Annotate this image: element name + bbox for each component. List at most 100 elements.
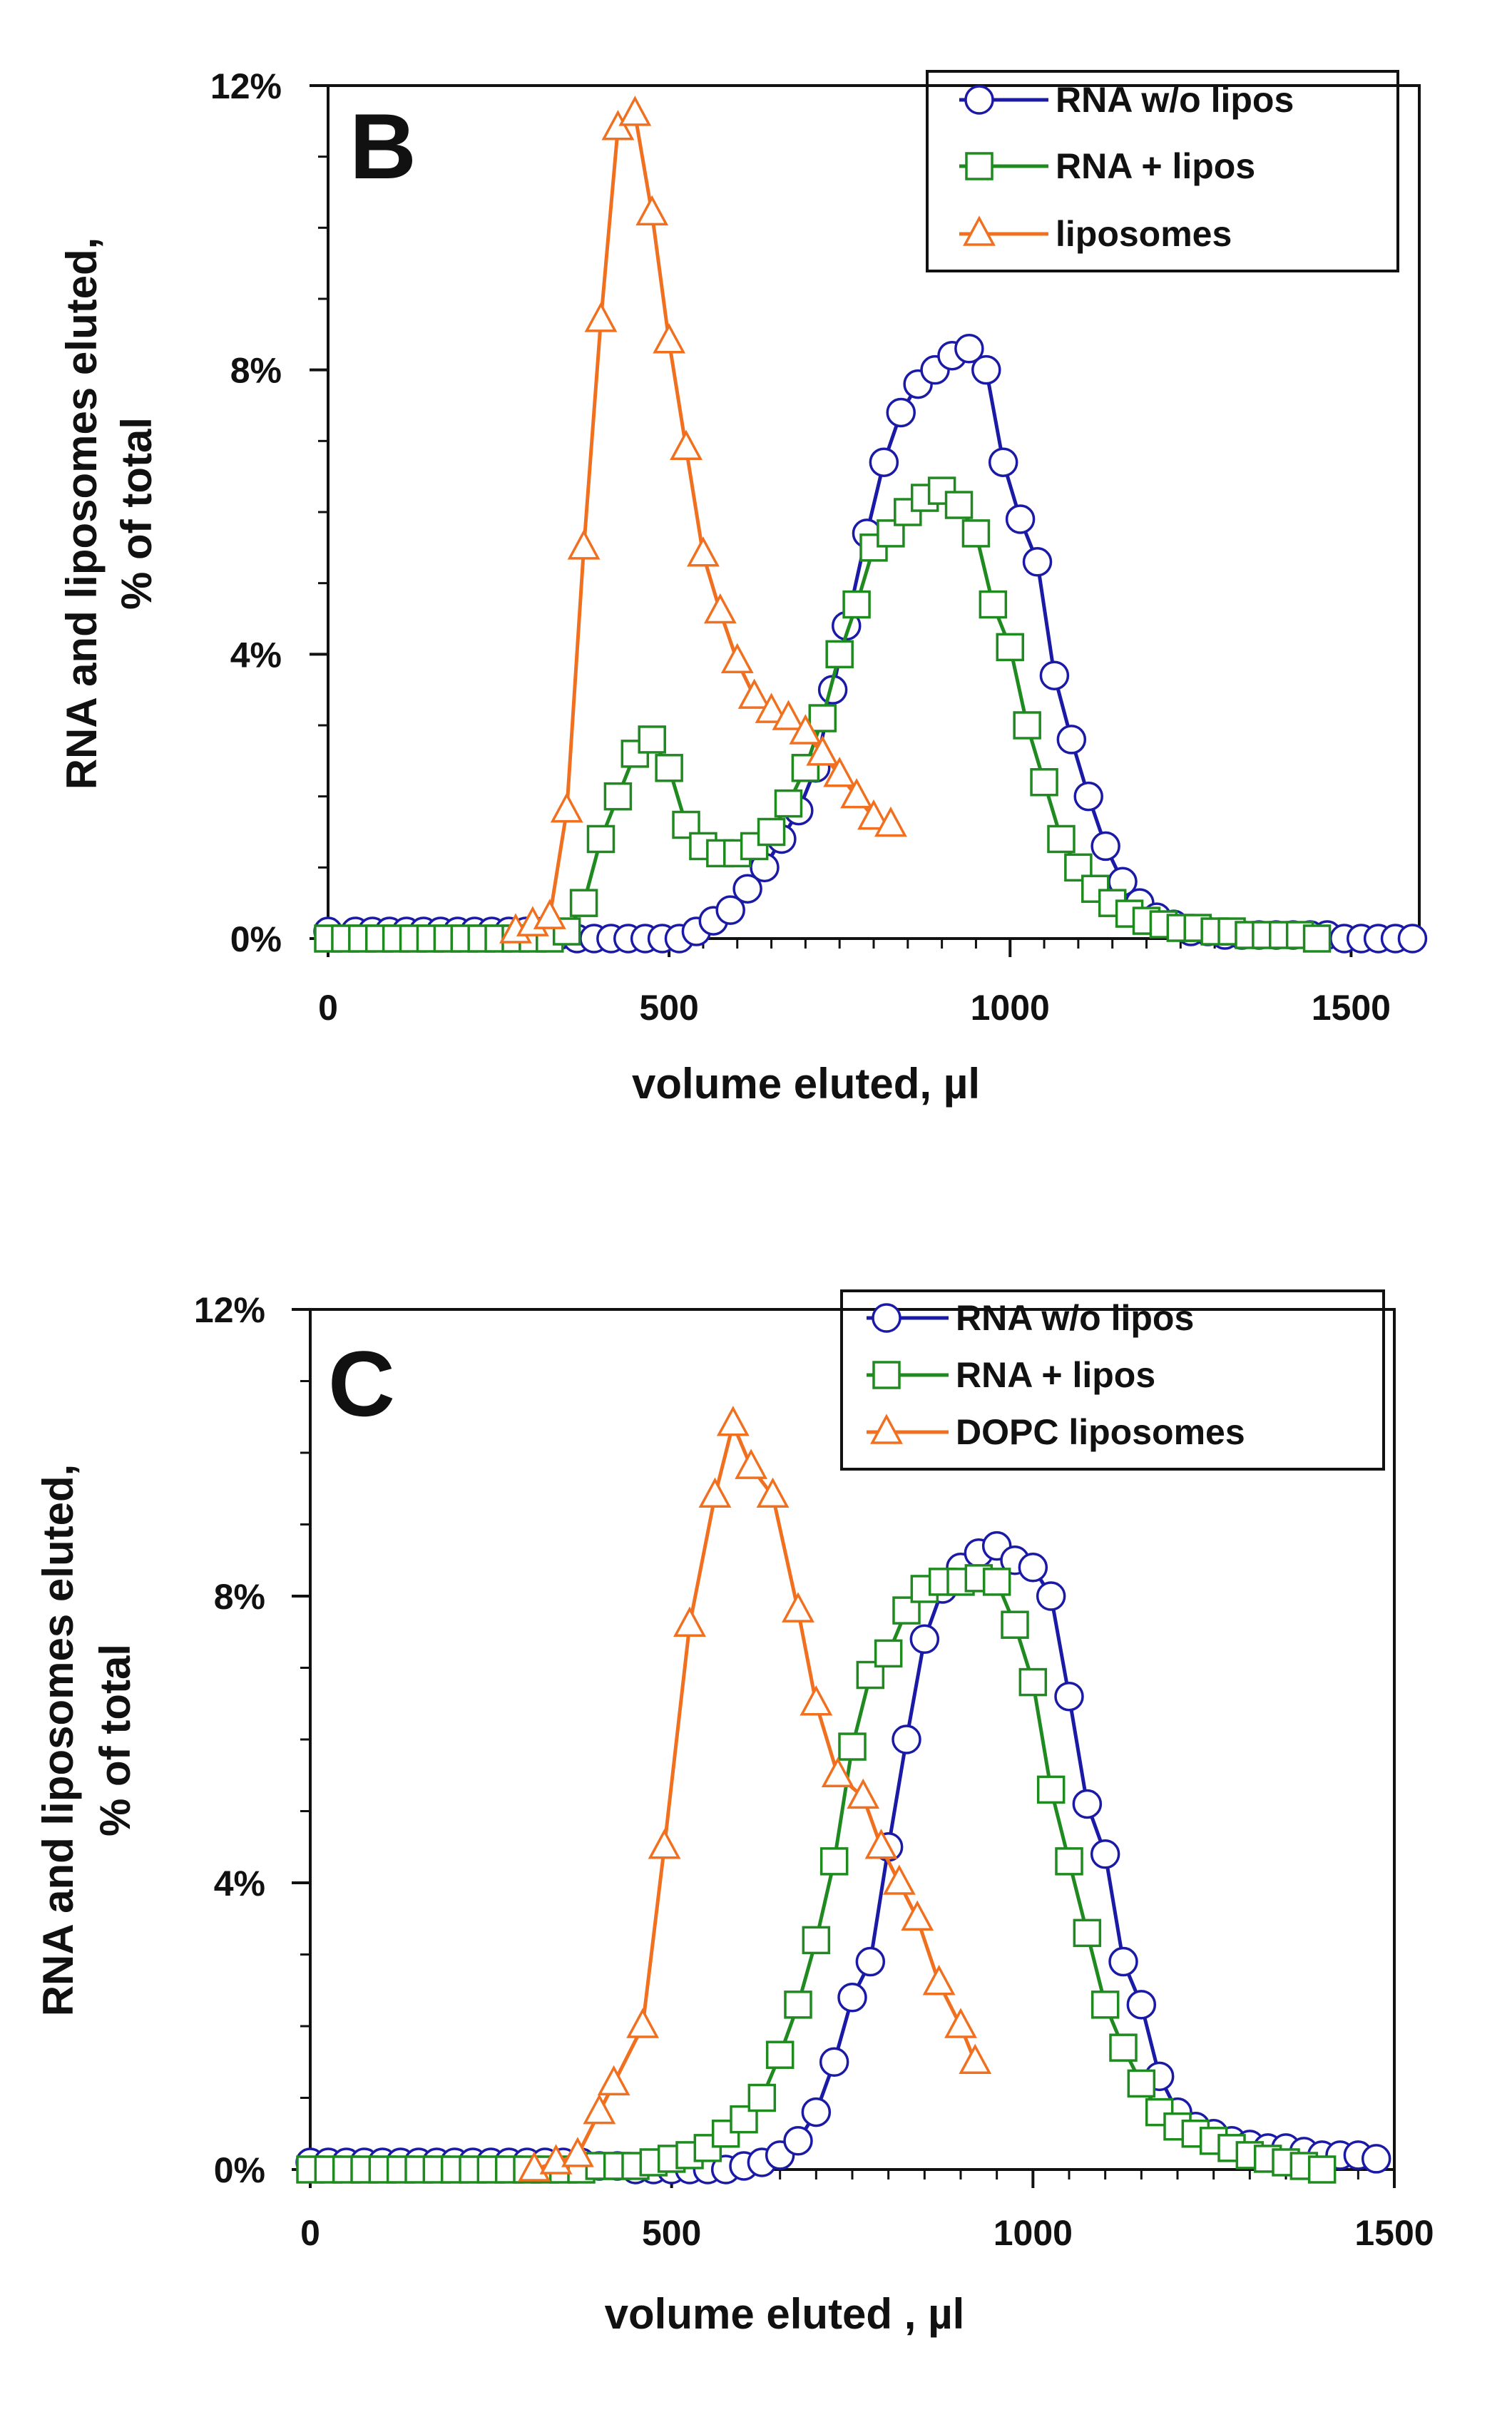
- panel-label: C: [328, 1332, 395, 1436]
- square-marker: [1109, 2033, 1138, 2062]
- series-rna-lipos: [296, 1564, 1337, 2184]
- circle-marker: [954, 334, 984, 364]
- square-marker: [1018, 1667, 1048, 1697]
- y-axis-label-line2: % of total: [91, 1644, 139, 1836]
- triangle-marker: [567, 529, 601, 560]
- legend-label: RNA w/o lipos: [1056, 80, 1294, 120]
- chart-panel-c: 0% 4% 8% 12% 0 500 1000 1500 volume elut…: [34, 1289, 1434, 2338]
- triangle-marker: [584, 302, 618, 332]
- legend: RNA w/o lipos RNA + lipos DOPC liposomes: [840, 1289, 1385, 1471]
- triangle-marker: [756, 1477, 790, 1508]
- circle-marker: [1036, 1581, 1066, 1611]
- series-layer: [295, 1406, 1391, 2184]
- legend-samples: [867, 1303, 949, 1444]
- triangle-marker: [882, 1864, 916, 1895]
- triangle-marker: [735, 1448, 768, 1479]
- square-marker: [1013, 711, 1041, 740]
- triangle-marker: [870, 1414, 903, 1444]
- y-tick-label: 0%: [214, 2150, 265, 2190]
- circle-marker: [988, 447, 1018, 477]
- circle-marker: [886, 397, 916, 428]
- triangle-marker: [806, 735, 839, 766]
- square-marker: [784, 1991, 812, 2019]
- square-marker: [586, 824, 615, 854]
- circle-marker: [1090, 831, 1120, 862]
- square-marker: [965, 152, 993, 180]
- y-tick-labels: 0% 4% 8% 12%: [194, 1290, 265, 2190]
- series-liposomes: [499, 96, 907, 944]
- series-rna-w-o-lipos: [313, 334, 1428, 954]
- x-tick-label: 1000: [971, 988, 1050, 1028]
- square-marker: [982, 1568, 1011, 1596]
- triangle-marker: [561, 2137, 594, 2167]
- square-marker: [979, 590, 1008, 619]
- square-marker: [1055, 1847, 1083, 1876]
- square-marker: [655, 754, 683, 782]
- x-tick-label: 0: [300, 2213, 320, 2253]
- circle-marker: [869, 447, 899, 477]
- chart-panel-b: 0% 4% 8% 12% 0 500 1000 1500 volume elut…: [58, 66, 1428, 1108]
- square-marker: [757, 817, 786, 847]
- square-marker: [808, 704, 837, 732]
- square-marker: [569, 889, 598, 917]
- circle-marker: [1054, 1681, 1084, 1712]
- y-tick-label: 0%: [230, 919, 282, 959]
- square-marker: [1047, 824, 1076, 854]
- triangle-marker: [823, 757, 857, 787]
- circle-marker: [1361, 2144, 1391, 2174]
- circle-marker: [1126, 1990, 1157, 2020]
- square-marker: [842, 590, 871, 619]
- legend: RNA w/o lipos RNA + lipos liposomes: [926, 70, 1399, 272]
- square-marker: [838, 1732, 867, 1761]
- x-tick-labels: 0 500 1000 1500: [300, 2213, 1434, 2253]
- circle-marker: [1018, 1553, 1048, 1583]
- legend-label: RNA + lipos: [1056, 146, 1255, 186]
- square-marker: [872, 1361, 901, 1389]
- legend-box: [926, 70, 1399, 272]
- circle-marker: [801, 2097, 832, 2127]
- circle-marker: [1039, 660, 1070, 690]
- square-marker: [1302, 924, 1332, 953]
- x-tick-labels: 0 500 1000 1500: [318, 988, 1391, 1028]
- series-line: [328, 347, 1413, 941]
- legend-samples: [959, 85, 1048, 246]
- square-marker: [961, 519, 991, 548]
- x-tick-label: 1500: [1312, 988, 1391, 1028]
- triangle-marker: [800, 1685, 833, 1716]
- circle-marker: [783, 2126, 813, 2156]
- triangle-marker: [857, 799, 890, 830]
- y-tick-label: 4%: [214, 1864, 265, 1903]
- triangle-marker: [687, 536, 720, 567]
- triangle-marker: [618, 96, 652, 126]
- panel-label: B: [349, 94, 417, 198]
- square-marker: [1030, 767, 1058, 797]
- y-axis-label-line2: % of total: [113, 417, 160, 610]
- triangle-marker: [944, 2008, 977, 2038]
- square-marker: [1001, 1610, 1029, 1639]
- triangle-marker: [703, 593, 737, 624]
- square-marker: [874, 1639, 903, 1668]
- y-tick-label: 4%: [230, 635, 282, 675]
- square-marker: [1073, 1918, 1102, 1948]
- legend-label: RNA + lipos: [956, 1355, 1155, 1395]
- triangle-marker: [550, 792, 583, 823]
- square-marker: [802, 1926, 831, 1955]
- square-marker: [996, 633, 1024, 662]
- y-tick-label: 8%: [214, 1577, 265, 1617]
- triangle-marker: [789, 714, 822, 745]
- triangle-marker: [772, 700, 805, 730]
- square-marker: [603, 782, 633, 811]
- x-tick-label: 0: [318, 988, 338, 1028]
- x-tick-label: 500: [639, 988, 698, 1028]
- x-tick-label: 1500: [1354, 2213, 1434, 2253]
- triangle-marker: [583, 2093, 616, 2125]
- triangle-marker: [720, 643, 754, 674]
- circle-marker: [1397, 924, 1428, 954]
- legend-label: RNA w/o lipos: [956, 1298, 1194, 1338]
- circle-marker: [964, 85, 994, 115]
- y-tick-labels: 0% 4% 8% 12%: [210, 66, 282, 959]
- y-axis-label-line1: RNA and liposomes eluted,: [58, 237, 106, 790]
- legend-label: liposomes: [1056, 214, 1232, 254]
- triangle-marker: [755, 693, 788, 723]
- square-marker: [774, 789, 803, 818]
